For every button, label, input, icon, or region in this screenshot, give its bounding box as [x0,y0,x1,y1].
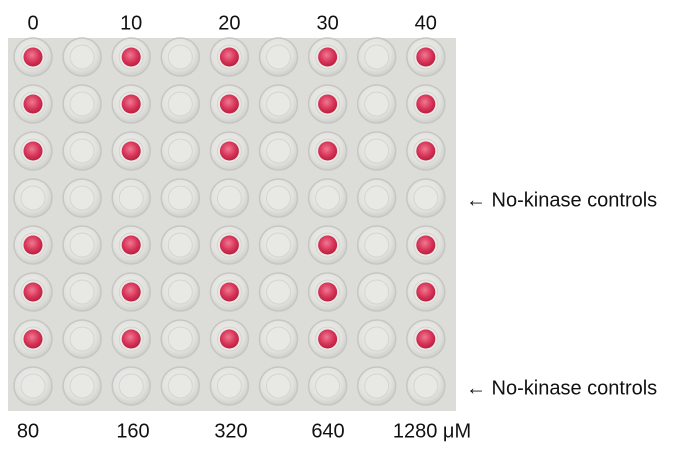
wells [13,37,446,406]
sample-dot [121,141,141,161]
sample-dot [23,282,43,302]
well-inner [118,373,144,399]
sample-dot [219,235,239,255]
well-inner [364,91,390,117]
top-label: 40 [415,12,437,34]
bottom-label: 1280 μM [393,420,471,442]
sample-dot [416,94,436,114]
sample-dot [318,94,338,114]
well-inner [167,232,193,258]
top-label: 10 [120,12,142,34]
well-inner [20,185,46,211]
well-inner [167,91,193,117]
well-inner [364,138,390,164]
well-inner [167,373,193,399]
sample-dot [23,141,43,161]
sample-dot [416,329,436,349]
sample-dot [416,235,436,255]
well-inner [69,373,95,399]
well-inner [167,44,193,70]
well-inner [364,373,390,399]
bottom-label: 320 [214,420,247,442]
well-inner [315,373,341,399]
sample-dot [219,141,239,161]
annotation: ← No-kinase controls [466,377,657,399]
bottom-label: 160 [116,420,149,442]
sample-dot [121,47,141,67]
well-inner [167,185,193,211]
well-inner [20,373,46,399]
sample-dot [318,235,338,255]
well-inner [69,138,95,164]
sample-dot [416,282,436,302]
sample-dot [416,47,436,67]
well-inner [69,91,95,117]
well-inner [266,91,291,117]
sample-dot [318,141,338,161]
well-inner [167,138,193,164]
well-inner [69,279,95,305]
sample-dot [23,329,43,349]
well-inner [266,44,291,70]
bottom-label: 80 [17,420,39,442]
well-inner [266,373,291,399]
sample-dot [219,94,239,114]
sample-dot [416,141,436,161]
sample-dot [121,235,141,255]
sample-dot [121,282,141,302]
annotation: ← No-kinase controls [466,189,657,211]
well-inner [69,44,95,70]
well-inner [315,185,341,211]
sample-dot [219,47,239,67]
well-inner [69,326,95,352]
well-inner [413,185,439,211]
sample-dot [318,47,338,67]
well-inner [69,185,95,211]
well-inner [364,326,390,352]
labels: 0 10 20 30 40 80 160 320 640 1280 μM ← No-kinase c… [17,12,657,442]
well-inner [364,279,390,305]
sample-dot [23,235,43,255]
top-label: 0 [27,12,38,34]
well-inner [266,185,291,211]
top-label: 30 [316,12,338,34]
well-inner [266,326,291,352]
well-inner [167,279,193,305]
well-inner [118,185,144,211]
sample-dot [219,329,239,349]
sample-dot [318,329,338,349]
well-inner [216,185,242,211]
well-inner [364,232,390,258]
sample-dot [23,47,43,67]
well-inner [364,185,390,211]
well-inner [216,373,242,399]
well-inner [413,373,439,399]
sample-dot [121,94,141,114]
well-inner [266,138,291,164]
well-inner [266,279,291,305]
sample-dot [121,329,141,349]
sample-dot [23,94,43,114]
well-inner [167,326,193,352]
well-inner [364,44,390,70]
sample-dot [318,282,338,302]
sample-dot [219,282,239,302]
well-inner [69,232,95,258]
well-inner [266,232,291,258]
bottom-label: 640 [311,420,344,442]
top-label: 20 [218,12,240,34]
